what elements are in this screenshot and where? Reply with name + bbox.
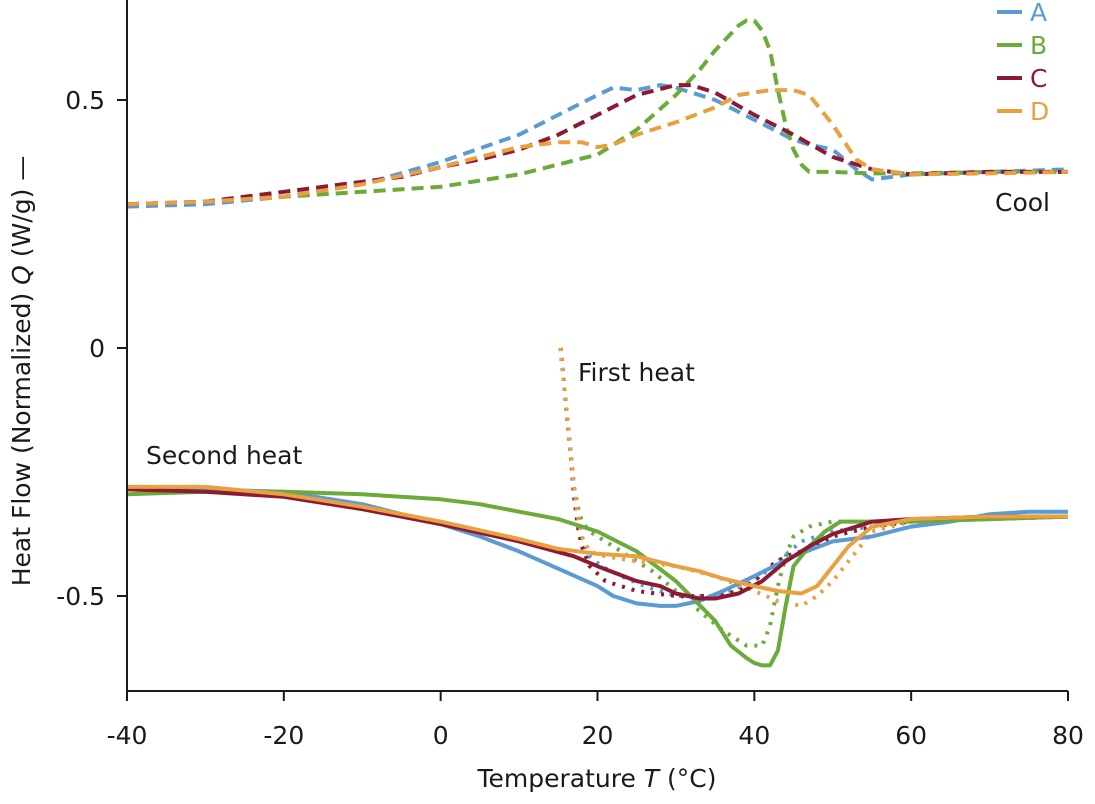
x-tick-label: 60 xyxy=(895,721,927,750)
x-tick-label: -40 xyxy=(107,721,148,750)
annotation-second-heat: Second heat xyxy=(146,441,302,470)
series-b-first-heat-line xyxy=(558,347,1069,648)
series-a-cool-line xyxy=(126,83,1069,209)
x-tick-label: -20 xyxy=(263,721,304,750)
annotation-first-heat: First heat xyxy=(578,358,695,387)
y-ticks: 0.5 0 -0.5 xyxy=(56,86,127,611)
series-d-cool-line xyxy=(126,88,1069,207)
y-tick-label: 0 xyxy=(89,334,105,363)
legend-label-c: C xyxy=(1030,64,1047,93)
x-tick-label: 0 xyxy=(433,721,449,750)
legend-label-b: B xyxy=(1030,31,1047,60)
series-c-second-heat-line xyxy=(126,487,1068,601)
series-a-second-heat-line xyxy=(126,484,1068,608)
series-d-second-heat-line xyxy=(127,484,1068,596)
legend-label-a: A xyxy=(1030,0,1047,27)
series-group xyxy=(126,18,1069,668)
x-axis-label-suffix: (°C) xyxy=(659,764,716,793)
series-c-cool-line xyxy=(126,83,1068,207)
x-tick-label: 20 xyxy=(582,721,614,750)
x-axis-label-symbol: T xyxy=(644,764,661,793)
legend-label-d: D xyxy=(1030,97,1049,126)
y-axis-label: Heat Flow (Normalized) Q (W/g) — xyxy=(7,156,36,587)
series-b-cool-line xyxy=(126,18,1068,207)
series-b-second-heat-line xyxy=(126,489,1069,668)
annotation-cool: Cool xyxy=(995,188,1050,217)
y-axis-label-prefix: Heat Flow (Normalized) xyxy=(7,285,36,587)
x-tick-label: 40 xyxy=(738,721,770,750)
x-axis-label: Temperature T (°C) xyxy=(476,764,716,793)
x-tick-label: 80 xyxy=(1052,721,1084,750)
y-axis-label-symbol: Q xyxy=(7,265,36,285)
y-tick-label: -0.5 xyxy=(56,582,105,611)
y-tick-label: 0.5 xyxy=(65,86,105,115)
x-axis-label-prefix: Temperature xyxy=(476,764,643,793)
x-ticks: -40 -20 0 20 40 60 80 xyxy=(107,691,1084,750)
y-axis-label-suffix: (W/g) — xyxy=(7,156,36,265)
